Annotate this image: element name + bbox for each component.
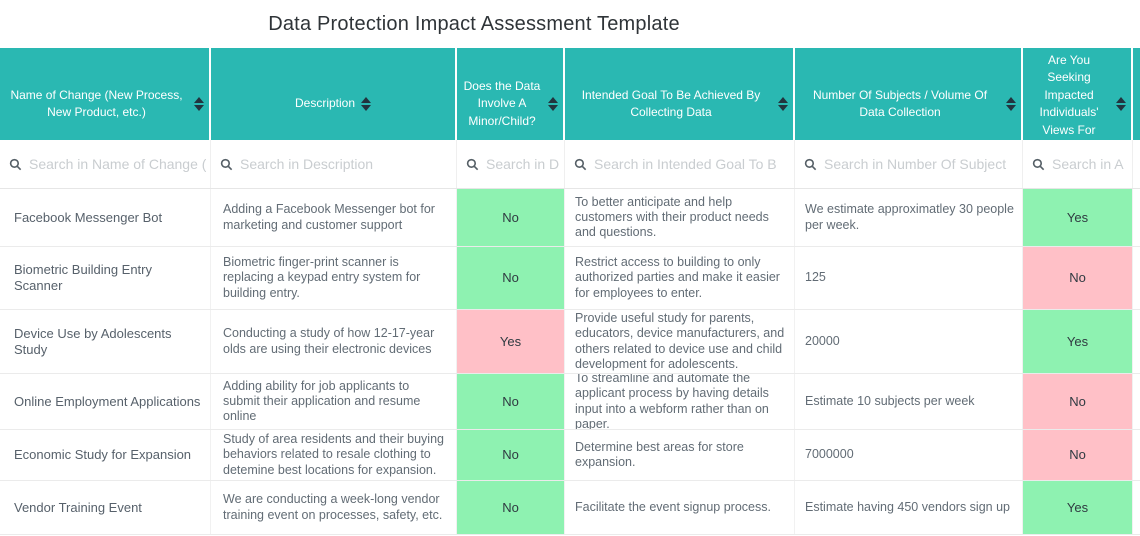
cell-number-of-subjects: Estimate having 450 vendors sign up <box>795 481 1023 534</box>
cell-minor-child-status: Yes <box>457 310 565 373</box>
sort-icon <box>1006 97 1016 112</box>
column-header-label: Does the Data Involve A Minor/Child? <box>463 79 541 128</box>
sort-icon <box>194 97 204 112</box>
cell-seeking-views-status: No <box>1023 374 1133 429</box>
cell-cropped <box>1133 189 1140 246</box>
cell-intended-goal: Determine best areas for store expansion… <box>565 430 795 480</box>
cell-number-of-subjects: 20000 <box>795 310 1023 373</box>
cell-minor-child-status: No <box>457 247 565 309</box>
cell-seeking-views-status: Yes <box>1023 189 1133 246</box>
cell-cropped <box>1133 430 1140 480</box>
table-row: Facebook Messenger Bot Adding a Facebook… <box>0 189 1140 247</box>
cell-name-of-change: Economic Study for Expansion <box>0 430 211 480</box>
table-row: Online Employment Applications Adding ab… <box>0 374 1140 430</box>
cell-intended-goal: Facilitate the event signup process. <box>565 481 795 534</box>
search-input-minor-child[interactable] <box>486 156 560 172</box>
cell-description: We are conducting a week-long vendor tra… <box>211 481 457 534</box>
sort-icon <box>778 97 788 112</box>
column-header-label: Intended Goal To Be Achieved By Collecti… <box>581 87 761 120</box>
cell-intended-goal: Provide useful study for parents, educat… <box>565 310 795 373</box>
search-cell-seeking-views-dpia <box>1023 140 1133 188</box>
column-header-label: Description <box>294 96 356 111</box>
cell-number-of-subjects: Estimate 10 subjects per week <box>795 374 1023 429</box>
cell-name-of-change: Vendor Training Event <box>0 481 211 534</box>
cell-cropped <box>1133 247 1140 309</box>
table-row: Economic Study for Expansion Study of ar… <box>0 430 1140 481</box>
table-row: Vendor Training Event We are conducting … <box>0 481 1140 535</box>
cell-minor-child-status: No <box>457 481 565 534</box>
cell-seeking-views-status: Yes <box>1023 310 1133 373</box>
search-icon <box>574 158 587 170</box>
table-row: Biometric Building Entry Scanner Biometr… <box>0 247 1140 310</box>
table-body: Facebook Messenger Bot Adding a Facebook… <box>0 189 1140 535</box>
search-input-seeking-views-dpia[interactable] <box>1052 156 1128 172</box>
table-row: Device Use by Adolescents Study Conducti… <box>0 310 1140 374</box>
cell-minor-child-status: No <box>457 430 565 480</box>
search-icon <box>220 158 233 170</box>
cell-number-of-subjects: 125 <box>795 247 1023 309</box>
search-icon <box>1032 158 1045 170</box>
cell-intended-goal: Restrict access to building to only auth… <box>565 247 795 309</box>
cell-name-of-change: Device Use by Adolescents Study <box>0 310 211 373</box>
cell-description: Adding a Facebook Messenger bot for mark… <box>211 189 457 246</box>
cell-description: Study of area residents and their buying… <box>211 430 457 480</box>
cell-cropped <box>1133 310 1140 373</box>
cell-number-of-subjects: 7000000 <box>795 430 1023 480</box>
cell-seeking-views-status: Yes <box>1023 481 1133 534</box>
column-header-label: Name of Change (New Process, New Product… <box>10 87 183 120</box>
column-header-cropped <box>1133 48 1140 161</box>
search-cell-intended-goal <box>565 140 795 188</box>
cell-intended-goal: To better anticipate and help customers … <box>565 189 795 246</box>
table-header-row: Name of Change (New Process, New Product… <box>0 48 1140 161</box>
cell-minor-child-status: No <box>457 189 565 246</box>
cell-number-of-subjects: We estimate approximatley 30 people per … <box>795 189 1023 246</box>
sort-icon <box>361 97 372 112</box>
cell-name-of-change: Online Employment Applications <box>0 374 211 429</box>
cell-seeking-views-status: No <box>1023 247 1133 309</box>
cell-cropped <box>1133 374 1140 429</box>
cell-name-of-change: Facebook Messenger Bot <box>0 189 211 246</box>
search-input-name-of-change[interactable] <box>29 156 206 172</box>
cell-name-of-change: Biometric Building Entry Scanner <box>0 247 211 309</box>
dpia-table: Name of Change (New Process, New Product… <box>0 48 1140 535</box>
cell-description: Biometric finger-print scanner is replac… <box>211 247 457 309</box>
search-cell-number-of-subjects <box>795 140 1023 188</box>
cell-intended-goal: To streamline and automate the applicant… <box>565 374 795 429</box>
search-input-description[interactable] <box>240 156 452 172</box>
column-header-label: Number Of Subjects / Volume Of Data Coll… <box>812 87 988 120</box>
column-search-row <box>0 140 1140 189</box>
cell-description: Conducting a study of how 12-17-year old… <box>211 310 457 373</box>
sort-icon <box>1116 97 1126 112</box>
cell-cropped <box>1133 481 1140 534</box>
sort-icon <box>548 97 558 112</box>
search-cell-minor-child <box>457 140 565 188</box>
search-input-intended-goal[interactable] <box>594 156 790 172</box>
search-cell-name-of-change <box>0 140 211 188</box>
search-icon <box>466 158 479 170</box>
search-icon <box>804 158 817 170</box>
cell-minor-child-status: No <box>457 374 565 429</box>
cell-description: Adding ability for job applicants to sub… <box>211 374 457 429</box>
search-cell-cropped <box>1133 140 1140 188</box>
cell-seeking-views-status: No <box>1023 430 1133 480</box>
title-bar: Data Protection Impact Assessment Templa… <box>0 0 948 48</box>
search-icon <box>9 158 22 170</box>
search-input-number-of-subjects[interactable] <box>824 156 1018 172</box>
search-cell-description <box>211 140 457 188</box>
page-title: Data Protection Impact Assessment Templa… <box>268 12 680 35</box>
